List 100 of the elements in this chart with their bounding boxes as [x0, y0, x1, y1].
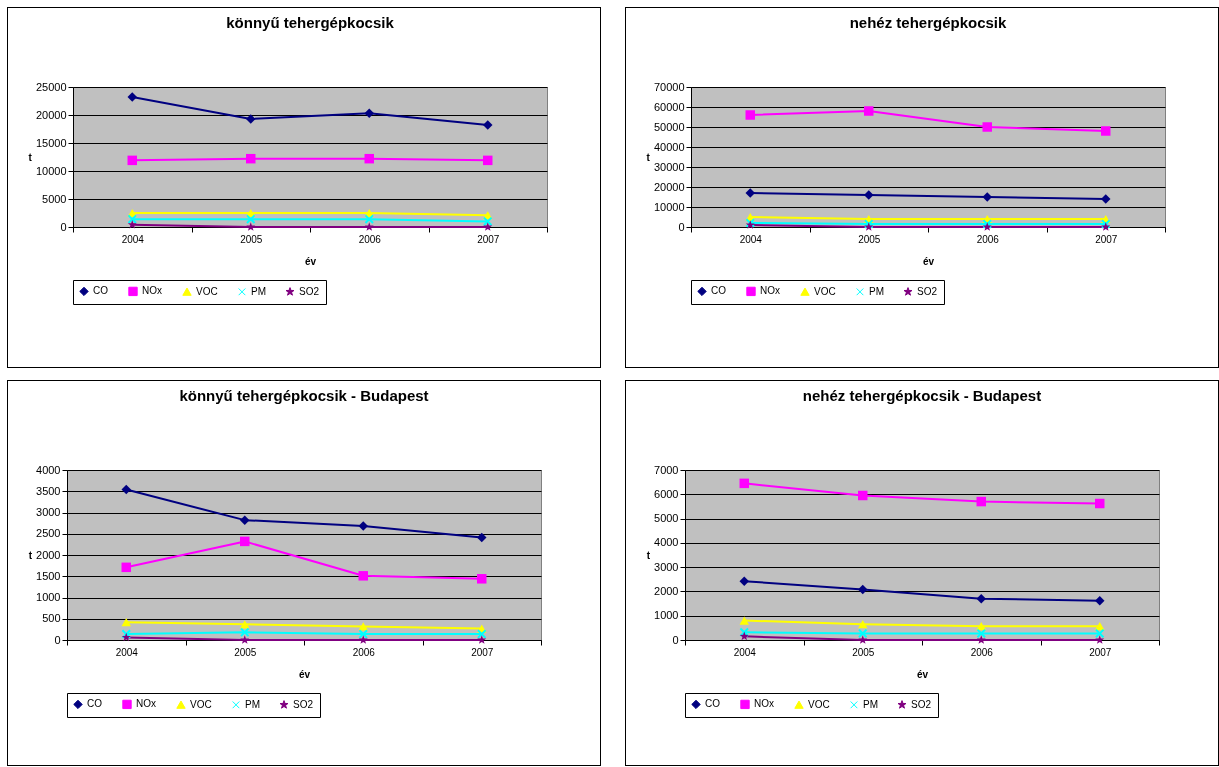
x-tick-label: 2007	[1095, 233, 1118, 245]
x-tick-label: 2004	[739, 233, 763, 245]
y-tick-label: 5000	[654, 512, 679, 525]
point	[364, 214, 375, 224]
point	[1094, 628, 1105, 639]
x-tick-label: 2005	[234, 646, 257, 658]
y-tick-label: 7000	[654, 463, 679, 476]
point	[483, 222, 493, 231]
x-tick-label: 2007	[477, 233, 500, 245]
x-tick-label: 2005	[858, 233, 881, 245]
y-tick-label: 2500	[36, 527, 61, 540]
point	[1095, 498, 1105, 509]
x-axis-title: év	[916, 668, 929, 680]
x-tick-label: 2006	[358, 233, 382, 245]
x-axis-title: év	[298, 668, 311, 680]
legend-label: PM	[251, 285, 266, 297]
point	[976, 635, 986, 644]
point	[739, 631, 749, 641]
point	[477, 574, 487, 584]
legend-label: PM	[869, 285, 884, 297]
point	[1101, 126, 1111, 136]
y-tick-label: 1500	[36, 569, 61, 582]
chart-title: nehéz tehergépkocsik	[849, 14, 1008, 31]
y-tick-label: 10000	[35, 164, 67, 177]
y-tick-label: 2000	[36, 548, 61, 561]
legend-label: NOx	[754, 698, 774, 710]
x-tick-label: 2007	[1089, 646, 1112, 658]
legend-label: CO	[711, 285, 727, 297]
x-tick-label: 2006	[970, 646, 994, 658]
point	[858, 490, 868, 501]
y-axis-title: t	[646, 549, 651, 561]
point	[483, 120, 493, 130]
point	[1095, 622, 1105, 631]
y-tick-label: 1000	[36, 591, 61, 603]
point	[1095, 635, 1105, 644]
point	[857, 628, 868, 639]
y-tick-label: 70000	[653, 80, 685, 93]
y-tick-label: 3000	[36, 506, 61, 518]
y-tick-label: 1000	[654, 609, 679, 622]
y-tick-label: 2000	[654, 584, 679, 597]
point	[127, 220, 137, 229]
point	[246, 222, 256, 231]
y-tick-label: 60000	[653, 100, 685, 113]
legend-label: SO2	[911, 698, 932, 710]
point	[240, 515, 250, 525]
point	[745, 110, 755, 120]
point	[121, 484, 131, 495]
y-tick-label: 500	[42, 612, 61, 625]
point	[739, 478, 749, 489]
point	[976, 496, 986, 507]
point	[127, 214, 138, 224]
point	[240, 620, 250, 629]
point	[858, 584, 868, 595]
point	[739, 627, 750, 638]
legend-label: CO	[93, 285, 109, 297]
y-tick-label: 0	[678, 220, 685, 233]
point	[476, 629, 487, 639]
point	[976, 593, 986, 604]
point	[739, 576, 749, 586]
y-axis-title: t	[28, 549, 33, 561]
point	[121, 618, 131, 627]
x-tick-label: 2004	[115, 646, 139, 658]
point	[858, 635, 868, 644]
legend-label: CO	[87, 698, 103, 710]
y-tick-label: 0	[60, 220, 67, 233]
point	[477, 635, 487, 644]
x-axis-title: év	[304, 255, 317, 267]
point	[358, 622, 368, 631]
point	[858, 620, 868, 629]
point	[483, 155, 493, 166]
y-tick-label: 30000	[653, 160, 685, 173]
legend-label: SO2	[293, 698, 314, 710]
point	[976, 622, 986, 631]
y-tick-label: 4000	[654, 536, 679, 549]
point	[245, 214, 256, 224]
x-axis-title: év	[922, 255, 935, 267]
legend-label: VOC	[190, 698, 212, 710]
x-tick-label: 2005	[240, 233, 263, 245]
legend-label: VOC	[814, 285, 836, 297]
legend-label: NOx	[760, 285, 780, 297]
point	[358, 629, 369, 639]
y-tick-label: 3000	[654, 560, 679, 573]
y-axis-title: t	[646, 151, 651, 163]
point	[127, 155, 137, 166]
y-tick-label: 0	[672, 633, 679, 646]
point	[976, 628, 987, 639]
y-tick-label: 4000	[36, 463, 61, 476]
legend-label: SO2	[299, 285, 320, 297]
chart-title: könnyű tehergépkocsik - Budapest	[179, 387, 429, 404]
point	[477, 532, 487, 543]
point	[121, 562, 131, 573]
legend-label: SO2	[917, 285, 938, 297]
y-tick-label: 50000	[653, 120, 685, 133]
point	[864, 106, 874, 116]
point	[364, 153, 374, 164]
x-tick-label: 2006	[976, 233, 1000, 245]
point	[982, 122, 992, 132]
y-tick-label: 6000	[654, 487, 679, 500]
legend-label: NOx	[136, 698, 156, 710]
y-tick-label: 5000	[42, 192, 67, 205]
